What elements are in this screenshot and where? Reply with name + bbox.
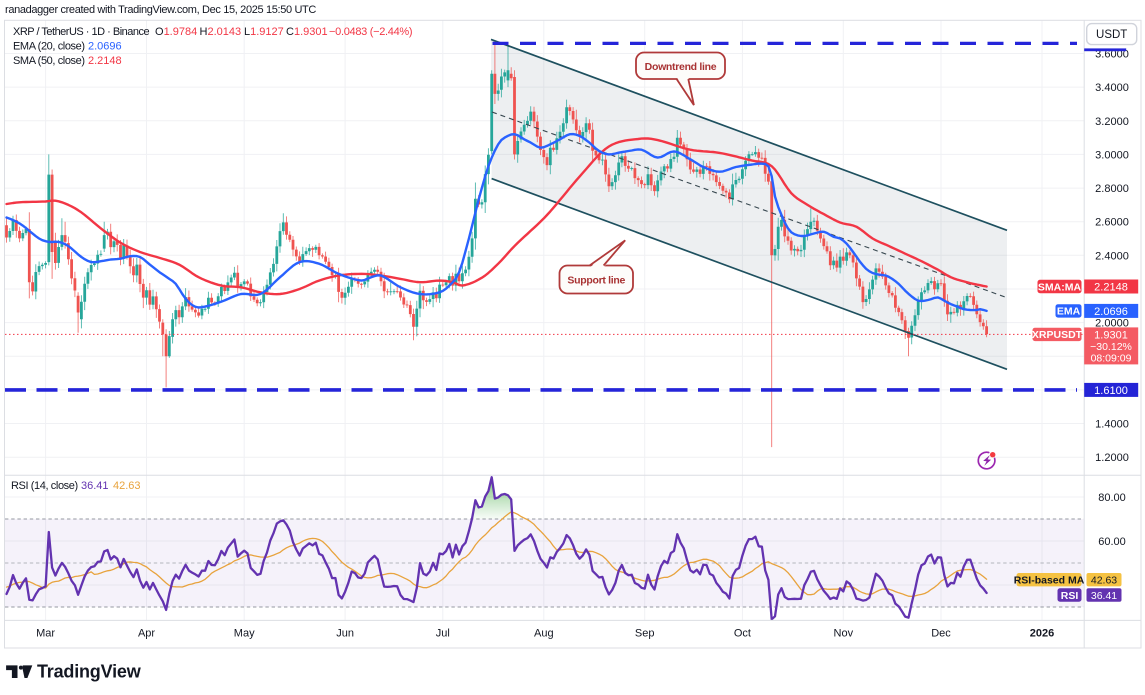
svg-text:Mar: Mar [36, 628, 55, 640]
svg-text:2026: 2026 [1030, 628, 1054, 640]
svg-text:Nov: Nov [834, 628, 854, 640]
svg-text:XRPUSDT: XRPUSDT [1032, 329, 1083, 341]
svg-text:RSI-based MA: RSI-based MA [1014, 575, 1085, 587]
svg-text:1.6100: 1.6100 [1094, 385, 1128, 397]
svg-text:3.0000: 3.0000 [1095, 149, 1129, 161]
svg-text:TradingView: TradingView [37, 662, 142, 682]
svg-text:36.41: 36.41 [1091, 590, 1117, 602]
svg-text:Sep: Sep [635, 628, 655, 640]
svg-text:2.4000: 2.4000 [1095, 250, 1129, 262]
svg-text:3.6000: 3.6000 [1095, 49, 1129, 61]
svg-text:ranadagger created with Tradin: ranadagger created with TradingView.com,… [5, 4, 316, 16]
svg-text:3.4000: 3.4000 [1095, 82, 1129, 94]
svg-text:SMA:MA: SMA:MA [1038, 281, 1082, 293]
svg-text:EMA (20, close)2.0696: EMA (20, close) 2.0696 [13, 41, 122, 53]
svg-text:08:09:09: 08:09:09 [1091, 352, 1132, 364]
svg-text:1.4000: 1.4000 [1095, 419, 1129, 431]
svg-text:1.9301: 1.9301 [1094, 329, 1128, 341]
svg-text:Support line: Support line [567, 275, 625, 287]
svg-text:Dec: Dec [931, 628, 951, 640]
svg-text:EMA: EMA [1057, 306, 1081, 318]
svg-text:Jul: Jul [436, 628, 450, 640]
svg-text:SMA (50, close)2.2148: SMA (50, close) 2.2148 [13, 55, 122, 67]
svg-text:Jun: Jun [336, 628, 354, 640]
svg-text:May: May [234, 628, 255, 640]
svg-text:2.6000: 2.6000 [1095, 217, 1129, 229]
svg-text:2.0000: 2.0000 [1095, 318, 1129, 330]
svg-text:2.0696: 2.0696 [1094, 306, 1128, 318]
svg-text:Oct: Oct [734, 628, 751, 640]
svg-text:2.8000: 2.8000 [1095, 183, 1129, 195]
svg-text:Apr: Apr [138, 628, 155, 640]
svg-text:−30.12%: −30.12% [1090, 341, 1132, 353]
svg-text:80.00: 80.00 [1098, 492, 1126, 504]
svg-text:3.2000: 3.2000 [1095, 116, 1129, 128]
svg-text:42.63: 42.63 [1091, 575, 1117, 587]
svg-text:Downtrend line: Downtrend line [645, 61, 717, 73]
svg-text:USDT: USDT [1096, 29, 1127, 41]
svg-text:Aug: Aug [534, 628, 554, 640]
svg-text:RSI: RSI [1061, 590, 1079, 602]
svg-text:2.2148: 2.2148 [1094, 282, 1128, 294]
svg-text:60.00: 60.00 [1098, 536, 1126, 548]
svg-text:1.2000: 1.2000 [1095, 452, 1129, 464]
